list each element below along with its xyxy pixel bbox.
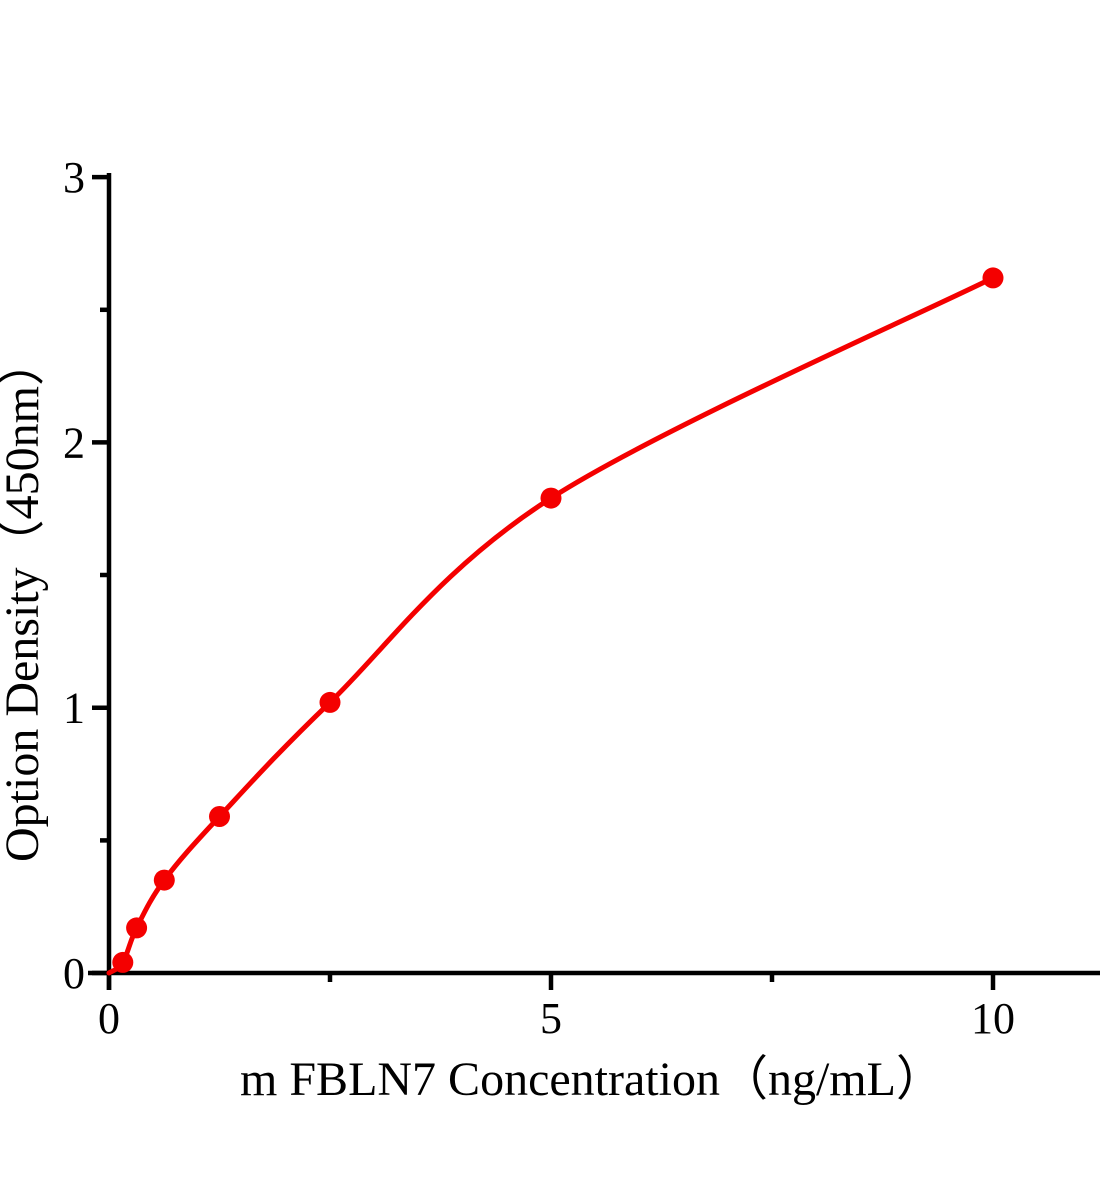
data-point	[319, 691, 341, 713]
x-tick-label: 5	[540, 994, 562, 1043]
y-tick-label: 2	[63, 418, 85, 467]
fitted-curve	[106, 275, 996, 976]
y-tick-label: 3	[63, 153, 85, 202]
data-point	[126, 917, 148, 939]
x-axis-title: m FBLN7 Concentration（ng/mL）	[240, 1053, 944, 1106]
data-point	[112, 951, 134, 973]
data-point	[153, 869, 175, 891]
data-point	[209, 806, 230, 827]
axis-tick-labels: 0 5 10 0 1 2 3	[63, 153, 1015, 1043]
y-axis-title: Option Density（450nm）	[0, 338, 49, 862]
y-tick-label: 1	[63, 684, 85, 733]
axis-ticks	[92, 174, 996, 990]
data-point	[540, 487, 562, 509]
axes	[88, 173, 1100, 990]
y-tick-label: 0	[63, 949, 85, 998]
x-tick-label: 10	[971, 994, 1015, 1043]
standard-curve-line	[106, 275, 996, 976]
x-tick-label: 0	[98, 994, 120, 1043]
data-point	[982, 267, 1004, 289]
data-points	[112, 267, 1004, 973]
